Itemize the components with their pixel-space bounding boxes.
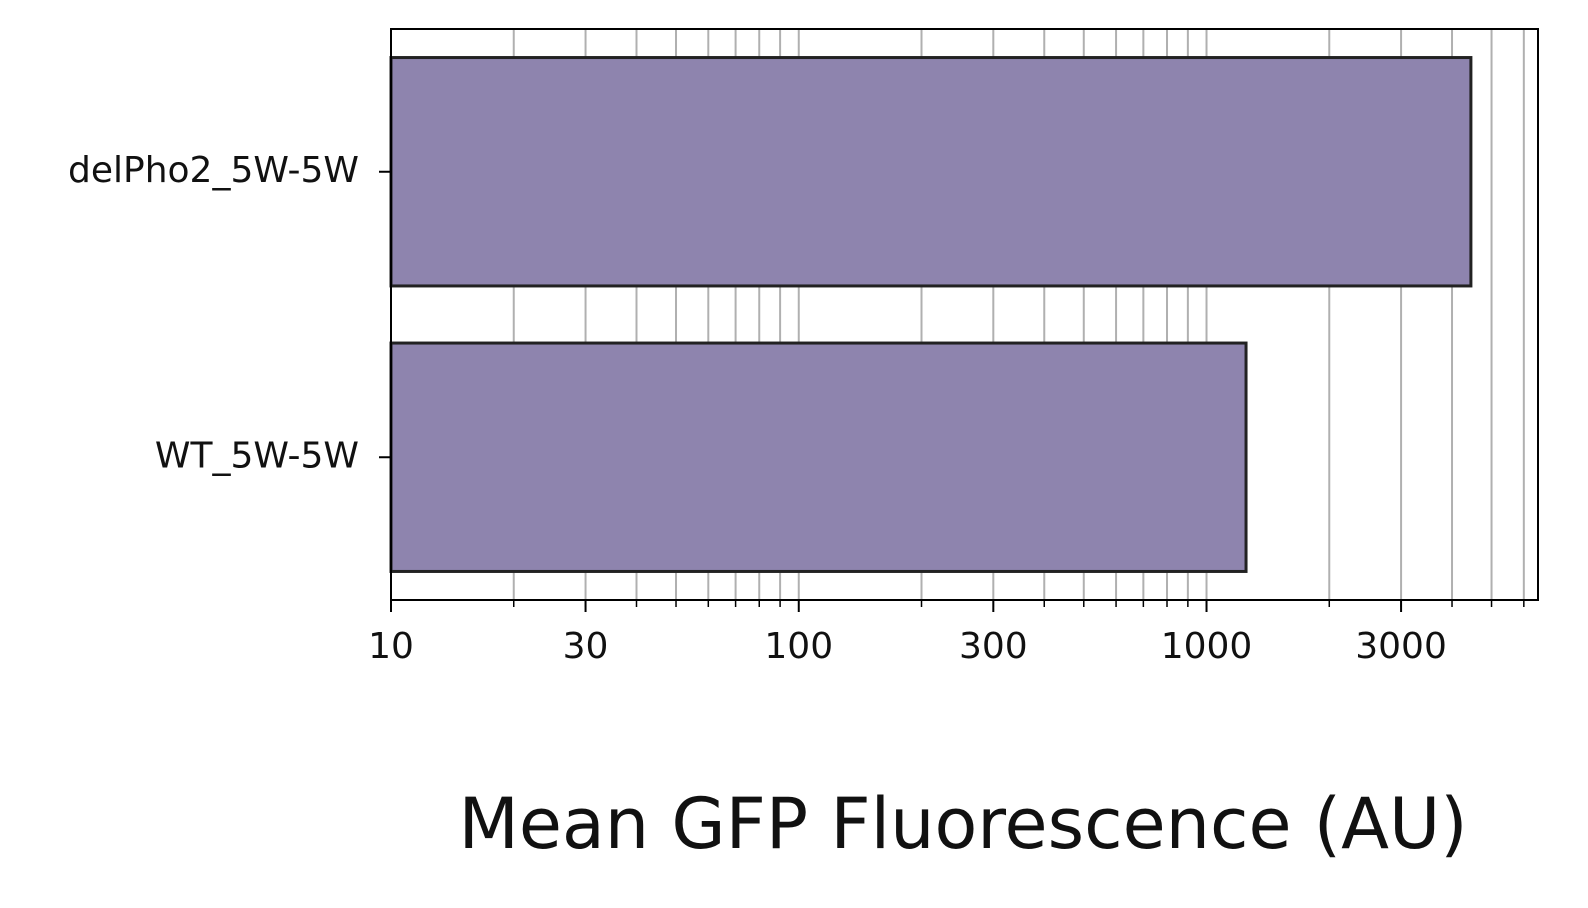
x-axis-title: Mean GFP Fluorescence (AU) xyxy=(458,783,1467,865)
x-tick-label: 300 xyxy=(959,626,1028,667)
labels: delPho2_5W-5W WT_5W-5W 10 30 100 300 1000 3000 xyxy=(68,150,1447,667)
bar-WT_5W-5W xyxy=(389,341,1248,573)
x-tick-label: 100 xyxy=(764,626,833,667)
bar-delPho2_5W-5W xyxy=(389,56,1473,288)
x-tick-label: 10 xyxy=(368,626,414,667)
bars xyxy=(389,56,1473,573)
axes xyxy=(379,28,1539,612)
y-tick-label: WT_5W-5W xyxy=(155,435,359,476)
y-tick-label: delPho2_5W-5W xyxy=(68,150,359,191)
plot-frame xyxy=(390,28,1539,601)
x-tick-label: 1000 xyxy=(1161,626,1253,667)
x-tick-label: 30 xyxy=(563,626,609,667)
x-tick-label: 3000 xyxy=(1355,626,1447,667)
